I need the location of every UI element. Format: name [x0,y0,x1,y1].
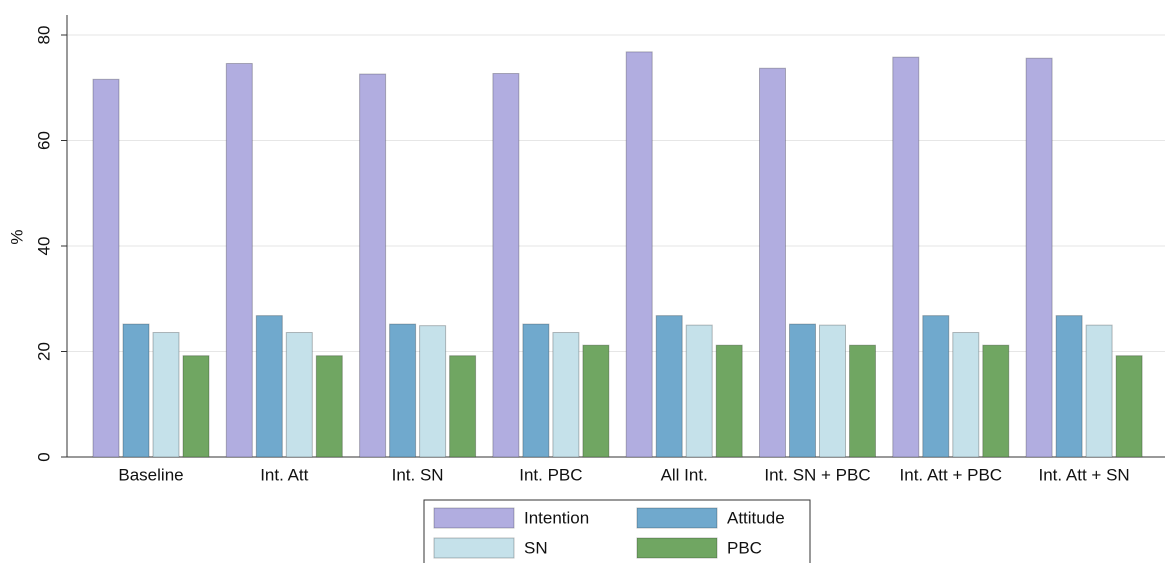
bar [552,332,580,458]
bar [419,325,447,458]
bar [625,51,653,458]
legend-label: Attitude [727,508,785,527]
bar [685,324,713,458]
y-tick-label: 60 [34,131,53,150]
bar [1085,324,1113,458]
legend-label: PBC [727,538,762,557]
x-tick-label: Int. Att + SN [1039,465,1130,484]
bar [359,73,387,458]
bar [1025,57,1053,458]
x-tick-label: Int. SN + PBC [764,465,870,484]
y-tick-label: 80 [34,26,53,45]
x-tick-label: Int. PBC [519,465,582,484]
bar [655,315,683,458]
bar [982,344,1010,458]
bar [449,355,477,458]
bar [759,67,786,458]
bar [892,56,920,458]
bar [315,355,343,458]
bar [182,355,210,458]
bar [122,323,150,458]
x-tick-label: Int. SN [392,465,444,484]
y-axis-label: % [7,229,26,244]
legend-swatch [433,507,515,529]
x-tick-label: Int. Att + PBC [900,465,1003,484]
bar [522,323,550,458]
bar [285,332,313,458]
x-tick-label: Int. Att [260,465,308,484]
legend-swatch [636,537,718,559]
bar [789,323,816,458]
bar [1115,355,1143,458]
x-tick-label: All Int. [661,465,708,484]
bar [255,315,283,458]
bar [389,323,417,458]
bar [225,62,253,458]
legend-swatch [636,507,718,529]
y-tick-label: 20 [34,342,53,361]
bar [952,332,980,458]
bar [819,324,846,458]
y-tick-label: 40 [34,237,53,256]
bar [715,344,743,458]
legend-swatch [433,537,515,559]
bar [492,73,520,458]
bar [152,332,180,458]
legend-label: Intention [524,508,589,527]
y-tick-label: 0 [34,452,53,461]
bar [92,78,120,458]
bar [849,344,876,458]
bar [922,315,950,458]
bar [1055,315,1083,458]
legend-label: SN [524,538,548,557]
bar [582,344,610,458]
x-tick-label: Baseline [118,465,183,484]
